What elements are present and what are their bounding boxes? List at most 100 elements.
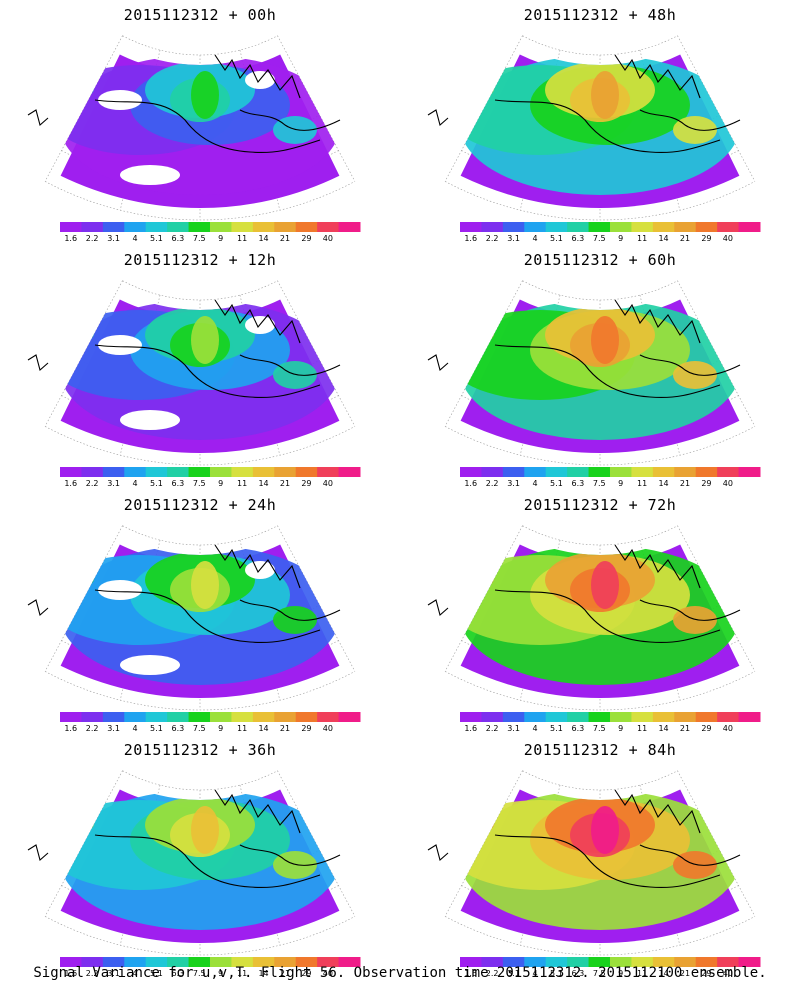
colorbar-swatch xyxy=(124,222,147,232)
colorbar-swatch xyxy=(717,467,740,477)
colorbar-tick-label: 40 xyxy=(322,479,333,488)
colorbar-tick-label: 2.2 xyxy=(85,234,99,243)
colorbar-tick-label: 7.5 xyxy=(192,969,206,978)
colorbar-tick-label: 4 xyxy=(532,479,538,488)
colorbar-swatch xyxy=(502,467,525,477)
coastline xyxy=(427,54,741,153)
colorbar-swatch xyxy=(524,467,547,477)
colorbar-swatch xyxy=(167,957,190,967)
colorbar-swatch xyxy=(674,712,697,722)
map-panel: 2015112312 + 12h 1.6 2.2 3.1 4 5.1 6.3 7.5 9 11 14… xyxy=(0,245,400,490)
colorbar-tick-label: 5.1 xyxy=(550,234,563,243)
colorbar-tick-label: 21 xyxy=(679,969,691,978)
colorbar-swatch xyxy=(738,712,761,722)
colorbar-tick-label: 11 xyxy=(237,724,248,733)
colorbar-tick-label: 14 xyxy=(258,724,269,733)
colorbar-swatch xyxy=(460,467,482,477)
colorbar-swatch xyxy=(295,467,318,477)
colorbar-swatch xyxy=(231,712,254,722)
colorbar-tick-label: 9 xyxy=(218,234,224,243)
colorbar-tick-label: 14 xyxy=(658,969,669,978)
colorbar-swatch xyxy=(610,957,632,967)
colorbar-tick-label: 1.6 xyxy=(464,479,478,488)
colorbar-tick-label: 2.2 xyxy=(485,479,499,488)
colorbar-swatch xyxy=(145,467,168,477)
colorbar-swatch xyxy=(81,467,104,477)
colorbar-tick-label: 11 xyxy=(237,969,248,978)
colorbar-tick-label: 3.1 xyxy=(507,234,520,243)
colorbar xyxy=(460,957,761,967)
colorbar-tick-label: 11 xyxy=(237,234,248,243)
colorbar-swatch xyxy=(481,957,504,967)
variance-field xyxy=(45,789,340,943)
colorbar-tick-label: 4 xyxy=(532,234,538,243)
colorbar-swatch xyxy=(81,957,104,967)
colorbar-tick-label: 3.1 xyxy=(507,969,520,978)
colorbar-swatch xyxy=(102,467,125,477)
colorbar-tick-label: 2.2 xyxy=(85,969,99,978)
colorbar-swatch xyxy=(588,712,611,722)
colorbar-tick-label: 4 xyxy=(532,724,538,733)
colorbar-swatch xyxy=(210,467,232,477)
colorbar-tick-label: 5.1 xyxy=(150,724,163,733)
colorbar-tick-label: 21 xyxy=(679,234,691,243)
variance-field xyxy=(445,299,740,453)
colorbar-swatch xyxy=(274,222,297,232)
colorbar-swatch xyxy=(317,222,340,232)
colorbar-tick-label: 40 xyxy=(322,234,333,243)
colorbar-tick-label: 40 xyxy=(322,969,333,978)
colorbar-swatch xyxy=(695,957,718,967)
colorbar-tick-label: 4 xyxy=(132,969,138,978)
colorbar-swatch xyxy=(231,222,254,232)
colorbar-swatch xyxy=(295,712,318,722)
colorbar-tick-label: 1.6 xyxy=(64,479,78,488)
colorbar-swatch xyxy=(481,712,504,722)
colorbar-tick-label: 3.1 xyxy=(507,479,520,488)
colorbar-tick-label: 40 xyxy=(722,724,733,733)
colorbar-swatch xyxy=(502,957,525,967)
colorbar-swatch xyxy=(652,712,675,722)
signal-variance-map xyxy=(427,525,761,722)
signal-variance-map xyxy=(427,770,761,967)
colorbar-tick-label: 6.3 xyxy=(571,479,585,488)
colorbar-tick-label: 11 xyxy=(237,479,248,488)
colorbar-tick-label: 6.3 xyxy=(571,969,585,978)
panel-title: 2015112312 + 12h xyxy=(123,251,277,269)
colorbar-tick-label: 5.1 xyxy=(150,234,163,243)
colorbar-tick-label: 1.6 xyxy=(464,234,478,243)
colorbar-swatch xyxy=(188,957,211,967)
colorbar-swatch xyxy=(317,957,340,967)
colorbar-swatch xyxy=(502,712,525,722)
colorbar-swatch xyxy=(610,467,632,477)
colorbar-swatch xyxy=(695,467,718,477)
colorbar-tick-label: 7.5 xyxy=(592,969,606,978)
colorbar-swatch xyxy=(210,957,232,967)
panel-title: 2015112312 + 84h xyxy=(523,741,677,759)
map-panel: 2015112312 + 72h 1.6 2.2 3.1 4 5.1 6.3 7.5 9 11 14… xyxy=(400,490,800,735)
colorbar-tick-label: 21 xyxy=(279,724,291,733)
colorbar-tick-label: 4 xyxy=(532,969,538,978)
colorbar-tick-label: 6.3 xyxy=(171,234,185,243)
colorbar-swatch xyxy=(124,467,147,477)
colorbar-swatch xyxy=(460,222,482,232)
colorbar-tick-label: 1.6 xyxy=(64,969,78,978)
colorbar-tick-label: 29 xyxy=(301,969,312,978)
colorbar-swatch xyxy=(60,957,82,967)
colorbar-swatch xyxy=(695,712,718,722)
colorbar-swatch xyxy=(60,467,82,477)
colorbar-tick-label: 1.6 xyxy=(464,724,478,733)
colorbar-swatch xyxy=(210,712,232,722)
colorbar-tick-label: 9 xyxy=(218,479,224,488)
colorbar-swatch xyxy=(145,957,168,967)
colorbar-swatch xyxy=(317,712,340,722)
colorbar xyxy=(60,467,361,477)
colorbar-swatch xyxy=(274,712,297,722)
colorbar-swatch xyxy=(652,222,675,232)
colorbar-tick-label: 29 xyxy=(701,479,712,488)
colorbar-swatch xyxy=(588,957,611,967)
colorbar-tick-label: 14 xyxy=(258,969,269,978)
colorbar-tick-label: 21 xyxy=(279,234,291,243)
colorbar xyxy=(60,712,361,722)
colorbar-tick-label: 9 xyxy=(618,724,624,733)
colorbar-tick-label: 7.5 xyxy=(592,724,606,733)
